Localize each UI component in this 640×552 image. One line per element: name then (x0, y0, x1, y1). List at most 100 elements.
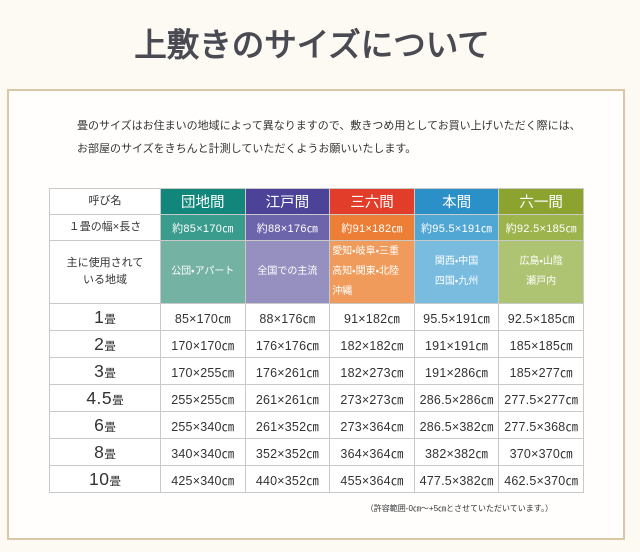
size-cell: 176×261㎝ (244, 357, 331, 385)
region-cell-edoma: 全国での主流 (244, 240, 331, 304)
tatami-count: 8 (94, 441, 105, 462)
region-line: 公団・アパート (171, 266, 235, 277)
size-cell: 255×255㎝ (160, 384, 246, 412)
tatami-count: 6 (94, 414, 105, 435)
region-row: 主に使用されて いる地域 公団・アパート 全国での主流 愛知・岐阜・三重 高知・関東… (49, 240, 584, 304)
size-cell: 425×340㎝ (160, 465, 246, 493)
size-cell: 255×340㎝ (160, 411, 246, 439)
size-cell: 286.5×286㎝ (413, 384, 500, 412)
size-cell: 88×176㎝ (244, 303, 331, 331)
tatami-unit: 畳 (109, 475, 121, 488)
size-cell: 85×170㎝ (160, 303, 246, 331)
size-cell: 352×352㎝ (244, 438, 331, 466)
width-cell-saburokuma: 約91×182㎝ (329, 214, 415, 241)
column-header-saburokuma: 三六間 (329, 188, 415, 215)
size-cell: 92.5×185㎝ (498, 303, 584, 331)
size-row-3畳: 3畳 170×255㎝ 176×261㎝ 182×273㎝ 191×286㎝ 185×27… (49, 357, 584, 385)
region-line: 関西・中国 (434, 256, 479, 267)
size-cell: 91×182㎝ (329, 303, 415, 331)
row-label: 6畳 (49, 411, 161, 439)
row-label: 8畳 (49, 438, 161, 466)
size-row-8畳: 8畳 340×340㎝ 352×352㎝ 364×364㎝ 382×382㎝ 370×37… (49, 438, 584, 466)
region-line: 高知・関東・北陸 (332, 266, 399, 277)
row-label: 2畳 (49, 330, 161, 358)
intro-line-2: お部屋のサイズをきちんと計測していただくようお願いいたします。 (77, 143, 417, 155)
region-row-label-line-2: いる地域 (83, 274, 127, 286)
size-cell: 182×182㎝ (329, 330, 415, 358)
tatami-unit: 畳 (112, 394, 124, 407)
size-cell: 261×261㎝ (244, 384, 331, 412)
region-cell-rokuichima: 広島・山陰 瀬戸内 (498, 240, 584, 304)
row-label: 10畳 (49, 465, 161, 493)
row-label: 4.5畳 (49, 384, 161, 412)
tatami-unit: 畳 (104, 448, 116, 461)
size-cell: 455×364㎝ (329, 465, 415, 493)
width-cell-danchima: 約85×170㎝ (160, 214, 246, 241)
size-cell: 182×273㎝ (329, 357, 415, 385)
size-cell: 277.5×277㎝ (498, 384, 584, 412)
region-line: 沖縄 (332, 286, 353, 297)
tatami-count: 4.5 (86, 387, 113, 408)
size-cell: 277.5×368㎝ (498, 411, 584, 439)
column-header-rokuichima: 六一間 (498, 188, 584, 215)
corner-header: 呼び名 (49, 188, 161, 215)
region-cell-saburokuma: 愛知・岐阜・三重 高知・関東・北陸 沖縄 (329, 240, 415, 304)
size-cell: 170×170㎝ (160, 330, 246, 358)
size-cell: 95.5×191㎝ (413, 303, 500, 331)
page-title: 上敷きのサイズについて (134, 28, 490, 64)
size-cell: 364×364㎝ (329, 438, 415, 466)
region-line: 広島・山陰 (519, 256, 563, 267)
region-cell-honma: 関西・中国四国・九州 (413, 240, 500, 304)
column-header-honma: 本間 (413, 188, 500, 215)
width-row: １畳の幅×長さ 約85×170㎝ 約88×176㎝ 約91×182㎝ 約95.5… (49, 214, 584, 241)
tatami-count: 2 (94, 333, 105, 354)
region-line: 愛知・岐阜・三重 (332, 246, 399, 257)
size-row-10畳: 10畳 425×340㎝ 440×352㎝ 455×364㎝ 477.5×382㎝ 462… (49, 465, 584, 493)
table-header-row: 呼び名 団地間 江戸間 三六間 本間 六一間 (49, 188, 584, 215)
tatami-unit: 畳 (104, 367, 116, 380)
size-cell: 185×185㎝ (498, 330, 584, 358)
tatami-unit: 畳 (104, 421, 116, 434)
footnote: （許容範囲-0㎝〜+5㎝とさせていただいています。） (365, 504, 553, 513)
size-row-4.5畳: 4.5畳 255×255㎝ 261×261㎝ 273×273㎝ 286.5×286㎝ 27… (49, 384, 584, 412)
size-cell: 273×273㎝ (329, 384, 415, 412)
size-cell: 462.5×370㎝ (498, 465, 584, 493)
size-cell: 170×255㎝ (160, 357, 246, 385)
tatami-count: 1 (94, 306, 105, 327)
size-row-6畳: 6畳 255×340㎝ 261×352㎝ 273×364㎝ 286.5×382㎝ 277.… (49, 411, 584, 439)
size-cell: 370×370㎝ (498, 438, 584, 466)
row-label: 3畳 (49, 357, 161, 385)
tatami-unit: 畳 (104, 340, 116, 353)
region-line: 瀬戸内 (526, 276, 557, 287)
size-row-2畳: 2畳 170×170㎝ 176×176㎝ 182×182㎝ 191×191㎝ 185×18… (49, 330, 584, 358)
size-cell: 191×191㎝ (413, 330, 500, 358)
width-row-label: １畳の幅×長さ (49, 214, 161, 241)
size-row-1畳: 1畳 85×170㎝ 88×176㎝ 91×182㎝ 95.5×191㎝ 92.5×185… (49, 303, 584, 331)
width-cell-rokuichima: 約92.5×185㎝ (498, 214, 584, 241)
tatami-unit: 畳 (104, 313, 116, 326)
tatami-count: 10 (89, 468, 110, 489)
width-cell-honma: 約95.5×191㎝ (413, 214, 500, 241)
size-cell: 477.5×382㎝ (413, 465, 500, 493)
region-line: 全国での主流 (257, 266, 318, 277)
row-label: 1畳 (49, 303, 161, 331)
size-cell: 261×352㎝ (244, 411, 331, 439)
column-header-danchima: 団地間 (160, 188, 246, 215)
column-header-edoma: 江戸間 (244, 188, 331, 215)
region-row-label-line-1: 主に使用されて (66, 257, 144, 269)
size-cell: 185×277㎝ (498, 357, 584, 385)
tatami-count: 3 (94, 360, 105, 381)
region-cell-danchima: 公団・アパート (160, 240, 246, 304)
intro-text: 畳のサイズはお住まいの地域によって異なりますので、敷きつめ用としてお買い上げいた… (77, 115, 637, 161)
size-cell: 286.5×382㎝ (413, 411, 500, 439)
size-cell: 340×340㎝ (160, 438, 246, 466)
tatami-size-table: 呼び名 団地間 江戸間 三六間 本間 六一間 １畳の幅×長さ 約85×170㎝ … (49, 188, 584, 493)
width-cell-edoma: 約88×176㎝ (244, 214, 331, 241)
size-cell: 440×352㎝ (244, 465, 331, 493)
size-cell: 382×382㎝ (413, 438, 500, 466)
region-row-label: 主に使用されて いる地域 (49, 240, 161, 304)
size-cell: 273×364㎝ (329, 411, 415, 439)
region-line: 四国・九州 (434, 276, 479, 287)
intro-line-1: 畳のサイズはお住まいの地域によって異なりますので、敷きつめ用としてお買い上げいた… (77, 120, 581, 132)
